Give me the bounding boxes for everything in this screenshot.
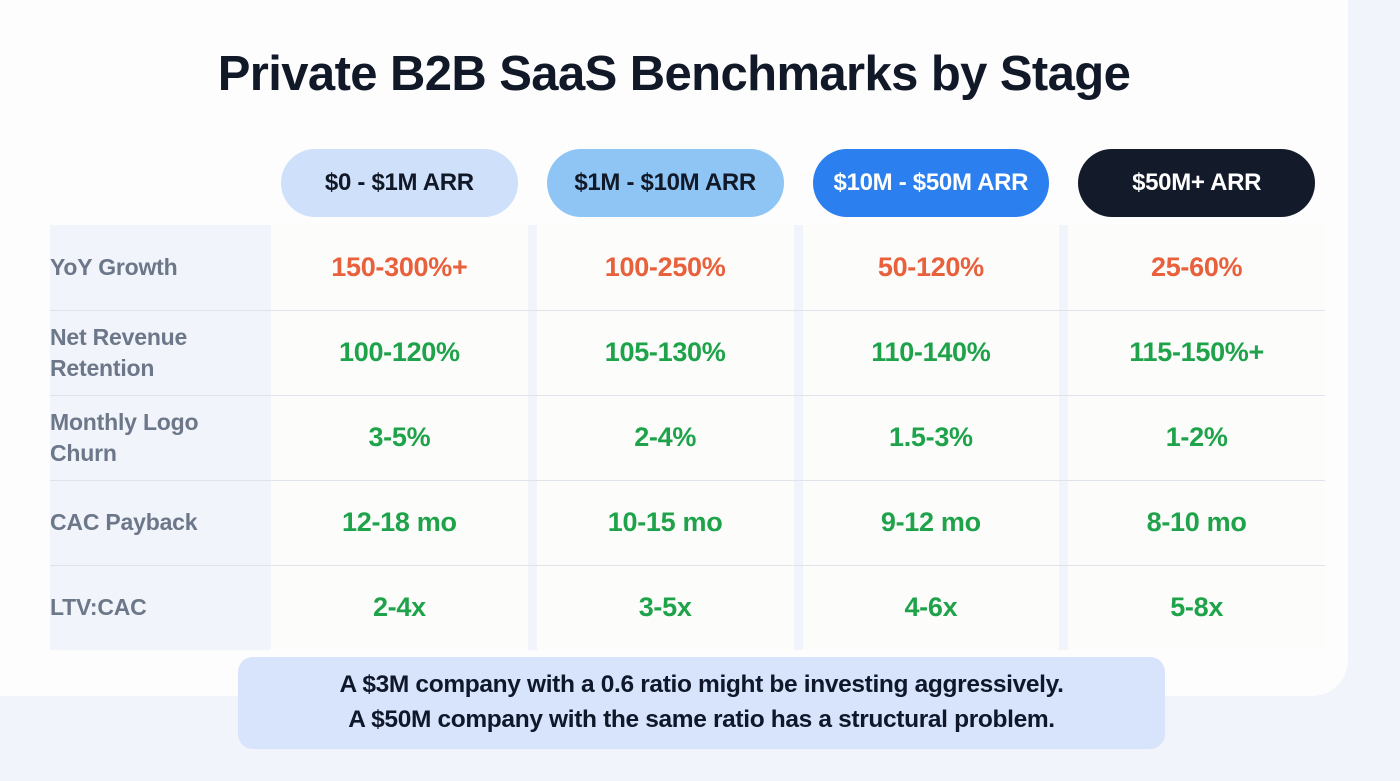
cell-value: 150-300%+ bbox=[331, 252, 468, 282]
table-cell: 110-140% bbox=[793, 310, 1060, 395]
cell-value: 3-5% bbox=[368, 422, 431, 452]
cell-value: 115-150%+ bbox=[1129, 337, 1264, 367]
table-cell: 12-18 mo bbox=[262, 480, 528, 565]
stage-pill-0[interactable]: $0 - $1M ARR bbox=[281, 149, 518, 217]
callout-line-2: A $50M company with the same ratio has a… bbox=[348, 706, 1055, 733]
table-cell: 4-6x bbox=[793, 565, 1060, 650]
column-header-cell-3: $50M+ ARR bbox=[1059, 143, 1325, 225]
cell-value: 50-120% bbox=[877, 252, 984, 282]
cell-value: 10-15 mo bbox=[607, 507, 723, 537]
stage-pill-3[interactable]: $50M+ ARR bbox=[1078, 149, 1315, 217]
table-cell: 100-250% bbox=[527, 225, 794, 310]
row-label-yoy-growth: YoY Growth bbox=[50, 225, 262, 310]
table-cell: 100-120% bbox=[262, 310, 528, 395]
table-cell: 9-12 mo bbox=[793, 480, 1060, 565]
benchmarks-table: $0 - $1M ARR $1M - $10M ARR $10M - $50M … bbox=[50, 143, 1325, 650]
table-row: Monthly Logo Churn 3-5% 2-4% 1.5-3% 1-2% bbox=[50, 395, 1325, 480]
table-cell: 1-2% bbox=[1059, 395, 1325, 480]
cell-value: 1-2% bbox=[1165, 422, 1228, 452]
table-cell: 105-130% bbox=[527, 310, 794, 395]
cell-value: 4-6x bbox=[904, 592, 958, 622]
column-header-cell-2: $10M - $50M ARR bbox=[794, 143, 1060, 225]
stage-pill-2[interactable]: $10M - $50M ARR bbox=[812, 149, 1050, 217]
cell-value: 12-18 mo bbox=[342, 507, 457, 537]
cell-value: 2-4% bbox=[634, 422, 697, 452]
cell-value: 100-120% bbox=[339, 337, 460, 367]
cell-value: 105-130% bbox=[604, 337, 726, 367]
row-separator bbox=[50, 565, 1325, 566]
cell-value: 100-250% bbox=[604, 252, 726, 282]
table-row: YoY Growth 150-300%+ 100-250% 50-120% 25… bbox=[50, 225, 1325, 310]
table-cell: 1.5-3% bbox=[793, 395, 1060, 480]
table-cell: 5-8x bbox=[1059, 565, 1325, 650]
cell-value: 25-60% bbox=[1150, 252, 1243, 282]
table-cell: 2-4% bbox=[527, 395, 794, 480]
row-label-monthly-logo-churn: Monthly Logo Churn bbox=[50, 395, 262, 480]
row-label-cac-payback: CAC Payback bbox=[50, 480, 262, 565]
cell-value: 8-10 mo bbox=[1146, 507, 1247, 537]
row-label-ltv-cac: LTV:CAC bbox=[50, 565, 262, 650]
cell-value: 5-8x bbox=[1170, 592, 1224, 622]
row-separator bbox=[50, 480, 1325, 481]
table-cell: 50-120% bbox=[793, 225, 1060, 310]
stage-pill-1[interactable]: $1M - $10M ARR bbox=[546, 149, 784, 217]
insight-callout: A $3M company with a 0.6 ratio might be … bbox=[238, 657, 1165, 749]
table-corner-cell bbox=[50, 143, 262, 225]
cell-value: 1.5-3% bbox=[889, 422, 973, 452]
table-cell: 8-10 mo bbox=[1059, 480, 1325, 565]
table-cell: 3-5x bbox=[527, 565, 794, 650]
table-row: CAC Payback 12-18 mo 10-15 mo 9-12 mo 8-… bbox=[50, 480, 1325, 565]
table-cell: 2-4x bbox=[262, 565, 528, 650]
cell-value: 2-4x bbox=[372, 592, 426, 622]
cell-value: 3-5x bbox=[638, 592, 692, 622]
row-separator bbox=[50, 310, 1325, 311]
table-row: Net Revenue Retention 100-120% 105-130% … bbox=[50, 310, 1325, 395]
cell-value: 110-140% bbox=[871, 337, 991, 367]
table-cell: 150-300%+ bbox=[262, 225, 528, 310]
column-header-cell-1: $1M - $10M ARR bbox=[528, 143, 794, 225]
callout-line-1: A $3M company with a 0.6 ratio might be … bbox=[339, 671, 1064, 699]
table-cell: 25-60% bbox=[1059, 225, 1325, 310]
table-cell: 3-5% bbox=[262, 395, 528, 480]
table-cell: 115-150%+ bbox=[1059, 310, 1325, 395]
table-header-row: $0 - $1M ARR $1M - $10M ARR $10M - $50M … bbox=[50, 143, 1325, 225]
row-separator bbox=[50, 395, 1325, 396]
table-row: LTV:CAC 2-4x 3-5x 4-6x 5-8x bbox=[50, 565, 1325, 650]
column-header-cell-0: $0 - $1M ARR bbox=[262, 143, 528, 225]
table-cell: 10-15 mo bbox=[527, 480, 794, 565]
cell-value: 9-12 mo bbox=[880, 507, 981, 537]
row-label-net-revenue-retention: Net Revenue Retention bbox=[50, 310, 262, 395]
page-title: Private B2B SaaS Benchmarks by Stage bbox=[217, 47, 1131, 101]
